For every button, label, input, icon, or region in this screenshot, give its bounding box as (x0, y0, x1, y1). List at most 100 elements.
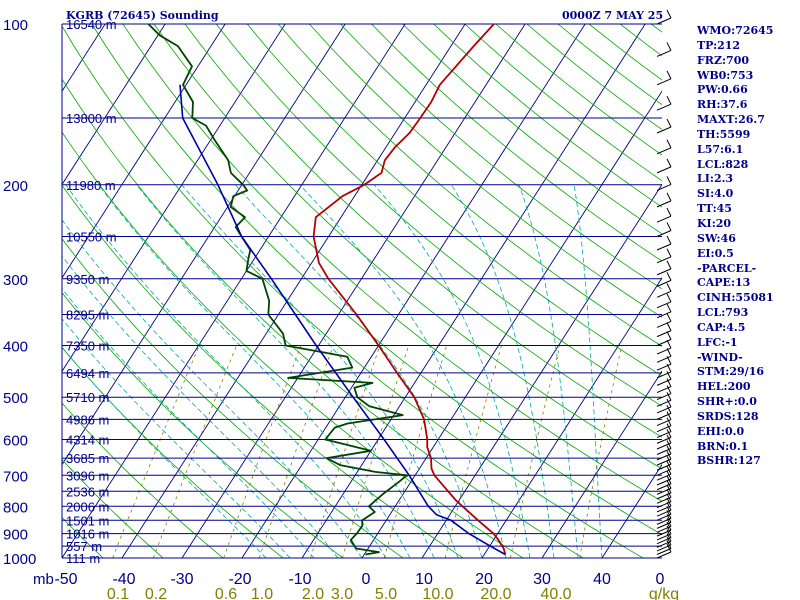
index-item: TP:212 (697, 38, 741, 52)
height-label: 13800 m (66, 111, 117, 126)
wind-barb-flag (666, 348, 672, 357)
mixing-ratio-tick-label: 0.1 (107, 586, 129, 600)
wind-barb-staff (656, 517, 672, 525)
wind-barb-flag (666, 207, 672, 217)
wind-barb-staff (656, 147, 672, 155)
height-label: 6494 m (66, 366, 109, 381)
height-label: 1016 m (66, 527, 109, 542)
moist-adiabat (573, 184, 603, 558)
mixing-ratio-line (383, 345, 448, 558)
wind-barb-staff (656, 393, 672, 401)
wind-barb (656, 461, 672, 476)
temperature-tick-label: 0 (656, 571, 665, 588)
height-label: 7350 m (66, 339, 109, 354)
wind-barb (656, 313, 672, 328)
wind-barb (656, 118, 672, 134)
wind-barb (656, 525, 672, 541)
mixing-ratio-tick-label: 5.0 (375, 586, 397, 600)
wind-barb-flag (666, 543, 672, 553)
wind-barb-flag (666, 405, 672, 414)
wind-barb-flag (666, 475, 672, 484)
index-item: TT:45 (697, 202, 732, 216)
indices-panel: WMO:72645 TP:212 FRZ:700 WB0:753 PW:0.66 RH:3… (697, 24, 797, 469)
wind-barb-flag (666, 470, 672, 480)
wind-barb-flag (666, 536, 672, 546)
wind-barb-staff (656, 301, 672, 309)
temperature-tick-label: -40 (112, 571, 135, 588)
wind-barb (656, 283, 672, 298)
wind-barb (656, 235, 672, 251)
wind-barb-staff (656, 17, 672, 25)
isotherm-line (62, 24, 346, 466)
isotherm-line (121, 24, 466, 558)
pressure-tick-label: 100 (3, 17, 28, 34)
mixing-ratio-line (444, 345, 502, 558)
wind-barb-staff (656, 548, 672, 555)
index-item: STM:29/16 (697, 365, 764, 379)
wind-barb (656, 363, 672, 379)
background-grid (62, 24, 662, 558)
wind-barb (656, 501, 672, 517)
wind-barb-flag (666, 363, 672, 373)
moist-adiabat (98, 184, 411, 558)
dry-adiabat (91, 24, 662, 536)
wind-barb-staff (656, 184, 672, 191)
mixing-ratio-tick-label: 1.0 (251, 586, 273, 600)
wind-barb-flag (666, 322, 672, 331)
wind-barb-staff (656, 525, 672, 533)
moist-adiabat (136, 184, 435, 558)
parcel-trace (179, 84, 506, 556)
wind-barb-flag (666, 417, 672, 426)
wind-barb-staff (656, 311, 672, 319)
height-label: 9350 m (66, 272, 109, 287)
index-item: CAP:4.5 (697, 320, 746, 334)
height-label: 11980 m (66, 178, 116, 193)
index-item: HEL:200 (697, 380, 751, 394)
wind-barb-staff (656, 355, 672, 363)
wind-barb (656, 248, 672, 264)
height-label: 1501 m (66, 513, 109, 528)
wind-barb-flag (666, 222, 672, 231)
index-item: BSHR:127 (697, 454, 761, 468)
temperature-tick-label: 20 (475, 571, 493, 588)
wind-barb-staff (656, 513, 672, 521)
wind-barb-flag (666, 461, 672, 470)
wind-barb-flag (666, 501, 672, 511)
wind-barb-staff (656, 230, 672, 237)
index-item: LCL:793 (697, 306, 749, 320)
wind-barb (656, 521, 672, 537)
wind-barb-staff (656, 49, 672, 57)
wind-barb-staff (656, 544, 672, 552)
index-item: CINH:55081 (697, 291, 774, 305)
temperature-tick-label: -20 (228, 571, 251, 588)
pressure-tick-label: 500 (3, 390, 28, 407)
valid-time: 0000Z 7 MAY 25 (562, 9, 664, 22)
dry-adiabat (62, 346, 284, 558)
pressure-tick-label: 200 (3, 178, 28, 195)
mixing-ratio-line (579, 345, 623, 558)
wind-barb-flag (666, 9, 672, 19)
pressure-tick-label: 800 (3, 499, 28, 516)
wind-barb-flag (666, 176, 672, 185)
moist-adiabat (235, 184, 483, 558)
height-label: 8295 m (66, 308, 109, 323)
index-item: EI:0.5 (697, 246, 734, 260)
wind-barb-flag (666, 42, 672, 51)
wind-barb (656, 536, 672, 552)
wind-barb-staff (656, 540, 672, 548)
index-item: WB0:753 (697, 68, 754, 82)
height-label: 16540 m (66, 17, 117, 32)
height-label: 5710 m (66, 390, 109, 405)
wind-barb-staff (656, 78, 672, 86)
index-item: CAPE:13 (697, 276, 751, 290)
wind-barb-flag (666, 331, 672, 340)
wind-barb (656, 533, 672, 548)
temperature-tick-label: -50 (54, 571, 77, 588)
wind-barb (656, 493, 672, 509)
wind-barb-staff (656, 505, 672, 513)
temperature-tick-label: -10 (288, 571, 311, 588)
wind-barb (656, 514, 672, 529)
wind-barb-flag (666, 440, 672, 449)
wind-barb (656, 293, 672, 309)
